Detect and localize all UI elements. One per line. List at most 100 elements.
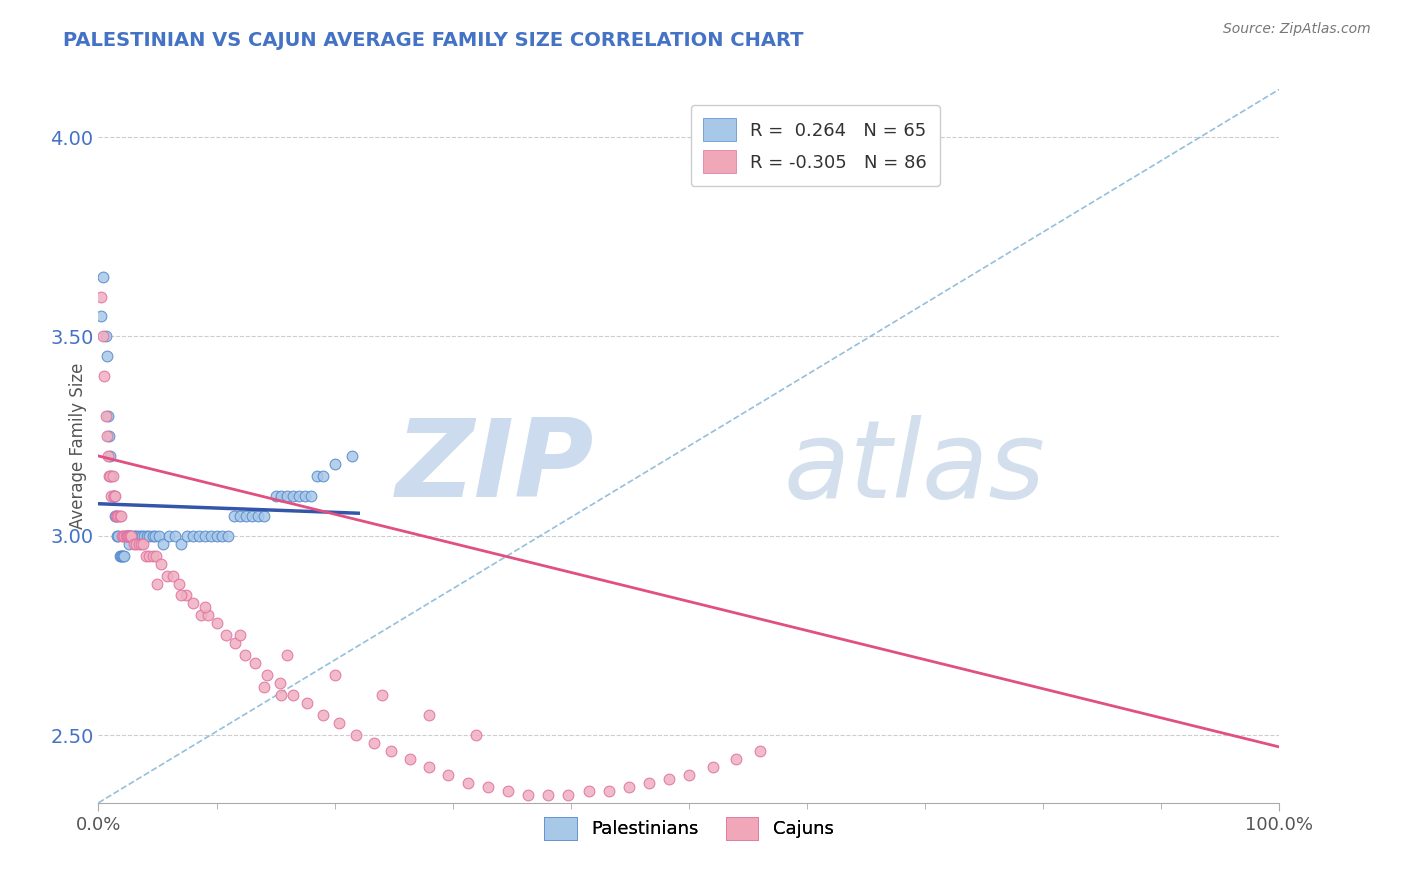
Y-axis label: Average Family Size: Average Family Size: [69, 363, 87, 529]
Point: [578, 784, 600, 798]
Point: [477, 780, 499, 794]
Point: [112, 529, 135, 543]
Point: [107, 508, 129, 523]
Point: [112, 549, 135, 563]
Point: [437, 768, 460, 782]
Point: [418, 708, 440, 723]
Point: [91, 329, 114, 343]
Point: [108, 549, 131, 563]
Point: [132, 536, 155, 550]
Point: [112, 549, 135, 563]
Point: [103, 489, 125, 503]
Point: [418, 760, 440, 774]
Point: [118, 536, 141, 550]
Point: [122, 529, 145, 543]
Point: [217, 529, 239, 543]
Point: [344, 728, 367, 742]
Point: [107, 529, 129, 543]
Point: [110, 549, 132, 563]
Point: [115, 529, 138, 543]
Point: [98, 469, 121, 483]
Point: [224, 508, 246, 523]
Point: [194, 600, 217, 615]
Point: [128, 529, 150, 543]
Point: [312, 708, 335, 723]
Point: [215, 628, 238, 642]
Point: [276, 648, 298, 663]
Point: [557, 788, 579, 802]
Point: [114, 529, 136, 543]
Point: [380, 744, 402, 758]
Point: [312, 469, 335, 483]
Point: [288, 489, 311, 503]
Point: [270, 489, 292, 503]
Point: [122, 536, 145, 550]
Point: [105, 508, 128, 523]
Point: [190, 608, 212, 623]
Point: [283, 489, 305, 503]
Point: [110, 508, 132, 523]
Legend: Palestinians, Cajuns: Palestinians, Cajuns: [537, 810, 841, 847]
Point: [143, 529, 166, 543]
Point: [205, 529, 228, 543]
Point: [328, 716, 350, 731]
Point: [98, 469, 121, 483]
Point: [138, 529, 160, 543]
Point: [101, 469, 124, 483]
Point: [98, 429, 121, 443]
Point: [233, 648, 256, 663]
Point: [91, 269, 114, 284]
Point: [98, 449, 121, 463]
Point: [297, 696, 319, 710]
Point: [253, 508, 276, 523]
Point: [150, 557, 173, 571]
Point: [117, 529, 139, 543]
Point: [117, 529, 139, 543]
Point: [181, 597, 204, 611]
Point: [135, 549, 157, 563]
Point: [197, 608, 219, 623]
Point: [200, 529, 222, 543]
Point: [245, 657, 267, 671]
Point: [103, 489, 125, 503]
Point: [145, 549, 167, 563]
Point: [93, 369, 115, 384]
Point: [299, 489, 322, 503]
Point: [246, 508, 269, 523]
Point: [105, 508, 128, 523]
Point: [294, 489, 316, 503]
Point: [142, 549, 165, 563]
Point: [283, 688, 305, 702]
Point: [142, 529, 165, 543]
Point: [269, 676, 291, 690]
Point: [104, 508, 127, 523]
Point: [235, 508, 257, 523]
Point: [121, 529, 143, 543]
Text: ZIP: ZIP: [396, 415, 595, 520]
Point: [658, 772, 681, 786]
Point: [678, 768, 700, 782]
Point: [363, 736, 385, 750]
Point: [138, 549, 160, 563]
Point: [323, 668, 346, 682]
Point: [97, 409, 120, 423]
Point: [131, 529, 153, 543]
Point: [90, 310, 112, 324]
Text: PALESTINIAN VS CAJUN AVERAGE FAMILY SIZE CORRELATION CHART: PALESTINIAN VS CAJUN AVERAGE FAMILY SIZE…: [63, 31, 804, 50]
Point: [465, 728, 488, 742]
Point: [276, 489, 298, 503]
Point: [128, 536, 150, 550]
Point: [205, 616, 228, 631]
Point: [194, 529, 217, 543]
Point: [496, 784, 519, 798]
Point: [94, 409, 117, 423]
Point: [101, 489, 124, 503]
Point: [108, 508, 131, 523]
Point: [121, 529, 143, 543]
Point: [342, 449, 364, 463]
Point: [135, 529, 157, 543]
Point: [157, 529, 180, 543]
Point: [96, 349, 118, 363]
Point: [129, 536, 152, 550]
Text: atlas: atlas: [783, 415, 1045, 520]
